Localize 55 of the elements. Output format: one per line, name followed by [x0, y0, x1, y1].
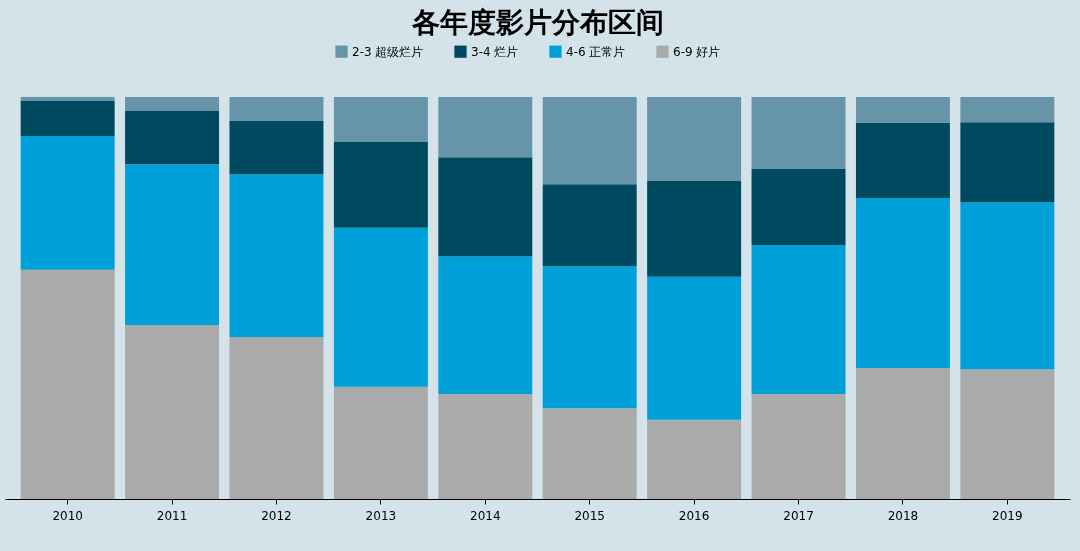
bar [333, 97, 428, 142]
bar [20, 101, 115, 136]
bar [438, 256, 533, 395]
x-tick-label: 2010 [52, 508, 83, 523]
bar [125, 324, 220, 499]
legend-label: 3-4 烂片 [471, 44, 519, 59]
bar [125, 111, 220, 165]
x-tick-label: 2013 [365, 508, 397, 523]
x-tick-label: 2011 [156, 508, 188, 523]
bar [542, 184, 637, 267]
x-tick-label: 2016 [678, 508, 710, 523]
legend-label: 2-3 超级烂片 [352, 44, 424, 59]
bar [647, 97, 742, 181]
bar [960, 202, 1055, 370]
legend-label: 4-6 正常片 [566, 44, 626, 59]
bar [751, 168, 846, 245]
bar [647, 180, 742, 277]
bar [229, 121, 324, 175]
bar [20, 135, 115, 270]
bar [20, 269, 115, 499]
bar [960, 122, 1055, 203]
legend-label: 6-9 好片 [673, 44, 721, 59]
x-tick-label: 2015 [574, 508, 605, 523]
bar [751, 244, 846, 395]
bar [751, 97, 846, 169]
bar [542, 266, 637, 409]
x-tick-label: 2018 [887, 508, 919, 523]
bar [438, 394, 533, 499]
bar [855, 367, 950, 499]
x-tick-label: 2017 [783, 508, 814, 523]
bar [333, 227, 428, 387]
x-tick-label: 2012 [261, 508, 292, 523]
bar [333, 141, 428, 228]
bar [855, 122, 950, 198]
bar [438, 157, 533, 257]
bar [855, 97, 950, 123]
bar [229, 336, 324, 499]
bar [647, 419, 742, 499]
bar [125, 97, 220, 112]
bar [20, 97, 115, 102]
bar [438, 97, 533, 158]
bar [647, 276, 742, 420]
bar [960, 369, 1055, 499]
x-tick-label: 2019 [992, 508, 1023, 523]
bar [125, 164, 220, 325]
bar [229, 174, 324, 337]
x-tick-label: 2014 [470, 508, 501, 523]
bar [542, 408, 637, 499]
bar [960, 97, 1055, 123]
bar [542, 97, 637, 185]
bar [333, 386, 428, 499]
bar [229, 97, 324, 122]
bar [855, 197, 950, 368]
chart-title: 各年度影片分布区间 [410, 7, 664, 38]
bar [751, 394, 846, 499]
